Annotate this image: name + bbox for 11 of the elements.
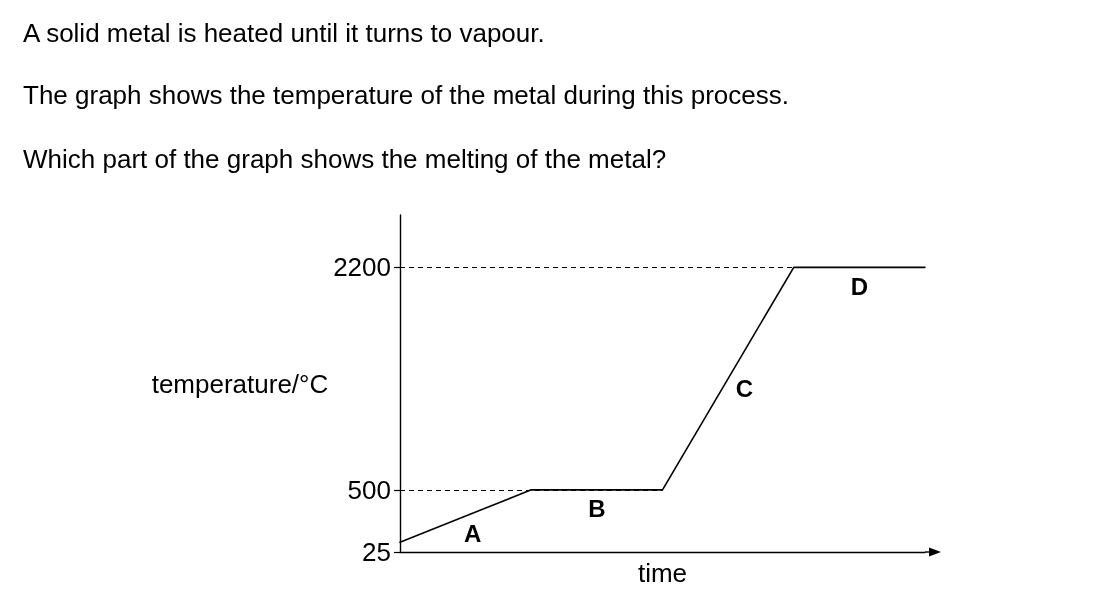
- text: The graph shows the temperature of the metal during this process. Which part of the graph shows the melting of the metal?: [23, 80, 789, 174]
- y-tick-label: 500: [347, 474, 391, 505]
- chart-title: A solid metal is heated until it turns to vapour.: [23, 18, 545, 48]
- x-axis-title: time: [637, 558, 688, 588]
- y-tick-label: 25: [362, 537, 391, 567]
- annotation: A: [463, 520, 482, 548]
- annotation: B: [588, 495, 606, 523]
- y-axis-title: temperature/°C: [151, 368, 329, 399]
- annotation: D: [850, 272, 869, 300]
- annotation: C: [735, 374, 754, 402]
- y-tick-label: 2200: [333, 252, 391, 283]
